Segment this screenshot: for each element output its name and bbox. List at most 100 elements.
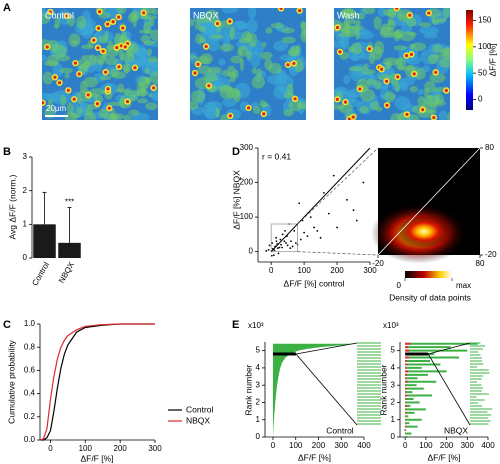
x-tick-label: 0: [269, 266, 274, 275]
image-texture: [238, 45, 249, 57]
image-cell: [204, 44, 208, 49]
image-texture: [341, 9, 357, 18]
legend-label: NBQX: [186, 415, 210, 425]
image-texture: [397, 112, 406, 120]
image-texture: [43, 60, 60, 67]
image-texture: [124, 90, 140, 97]
image-cell: [96, 46, 100, 50]
image-texture: [81, 44, 94, 50]
image-texture: [401, 65, 416, 72]
scatter-point: [270, 254, 273, 257]
density-peak: [397, 215, 450, 248]
image-texture: [229, 26, 236, 40]
image-texture: [431, 16, 436, 23]
y-tick-label: 5: [391, 346, 396, 355]
y-tick-label: 100: [240, 212, 254, 221]
image-cell: [106, 22, 110, 26]
image-texture: [64, 111, 78, 120]
zoom-marker: [405, 352, 429, 356]
bar: [33, 224, 56, 258]
image-texture: [414, 67, 426, 80]
y-tick-label: 5: [256, 346, 261, 355]
image-texture: [350, 42, 363, 55]
image-cell: [142, 11, 146, 15]
image-texture: [354, 19, 361, 28]
scatter-point: [284, 230, 286, 232]
image-cell: [358, 87, 362, 91]
scatter-point: [319, 236, 322, 239]
significance: ***: [65, 198, 74, 207]
image-texture: [251, 75, 265, 89]
image-texture: [371, 46, 383, 61]
image-cell: [298, 9, 302, 13]
image-texture: [409, 85, 418, 93]
cdf-line: [39, 323, 155, 441]
image-texture: [76, 15, 87, 29]
image-cell: [53, 75, 57, 79]
image-texture: [417, 88, 425, 96]
image-cell: [335, 97, 339, 101]
scatter-point: [281, 233, 284, 236]
scatter-point: [299, 238, 302, 241]
calcium-image: [42, 8, 158, 120]
image-texture: [386, 8, 398, 19]
image-texture: [77, 98, 83, 105]
image-cell: [115, 45, 119, 50]
image-cell: [42, 101, 45, 105]
image-texture: [438, 57, 450, 68]
scatter-point: [285, 242, 287, 244]
image-cell: [125, 99, 130, 104]
image-texture: [147, 56, 158, 63]
image-texture: [190, 100, 199, 111]
y-tick-label: 0.0: [24, 435, 36, 444]
image-texture: [118, 49, 125, 61]
image-texture: [446, 112, 450, 120]
image-cell: [133, 66, 137, 70]
image-texture: [99, 75, 112, 81]
image-texture: [435, 17, 447, 23]
image-texture: [427, 54, 440, 65]
image-cell: [65, 14, 69, 18]
image-texture: [193, 17, 209, 24]
image-texture: [206, 101, 223, 113]
image-texture: [393, 45, 407, 51]
image-texture: [123, 65, 130, 74]
image-cell: [66, 88, 70, 92]
image-texture: [259, 51, 273, 60]
scatter-point: [272, 254, 275, 256]
image-texture: [432, 44, 443, 53]
image-texture: [281, 36, 296, 44]
x-tick-label: 0: [403, 441, 408, 450]
scatter-point: [309, 216, 312, 218]
image-texture: [288, 99, 303, 112]
y-tick-label: 300: [240, 143, 254, 152]
image-cell: [412, 72, 416, 76]
image-cell: [434, 70, 438, 74]
image-cell: [104, 70, 108, 74]
image-texture: [230, 55, 243, 64]
image-texture: [64, 73, 70, 79]
zoom-connector: [297, 251, 379, 256]
x-tick-label: 200: [312, 441, 326, 450]
image-cell: [86, 93, 90, 97]
y-tick-label: 1.0: [24, 319, 36, 328]
image-texture: [117, 83, 125, 92]
image-texture: [66, 102, 74, 115]
y-tick-label: 3: [391, 380, 396, 389]
image-texture: [128, 109, 140, 116]
image-texture: [221, 8, 238, 14]
image-texture: [360, 88, 375, 102]
image-cell: [262, 112, 266, 116]
image-texture: [354, 12, 366, 20]
image-texture: [252, 106, 261, 115]
image-texture: [55, 54, 71, 62]
image-texture: [362, 8, 376, 15]
y-tick-label: 200: [240, 178, 254, 187]
image-texture: [338, 32, 346, 38]
image-texture: [418, 22, 432, 28]
image-cell: [338, 50, 342, 54]
x-tick-label: 300: [335, 441, 349, 450]
image-cell: [101, 49, 105, 53]
image-texture: [419, 26, 439, 35]
